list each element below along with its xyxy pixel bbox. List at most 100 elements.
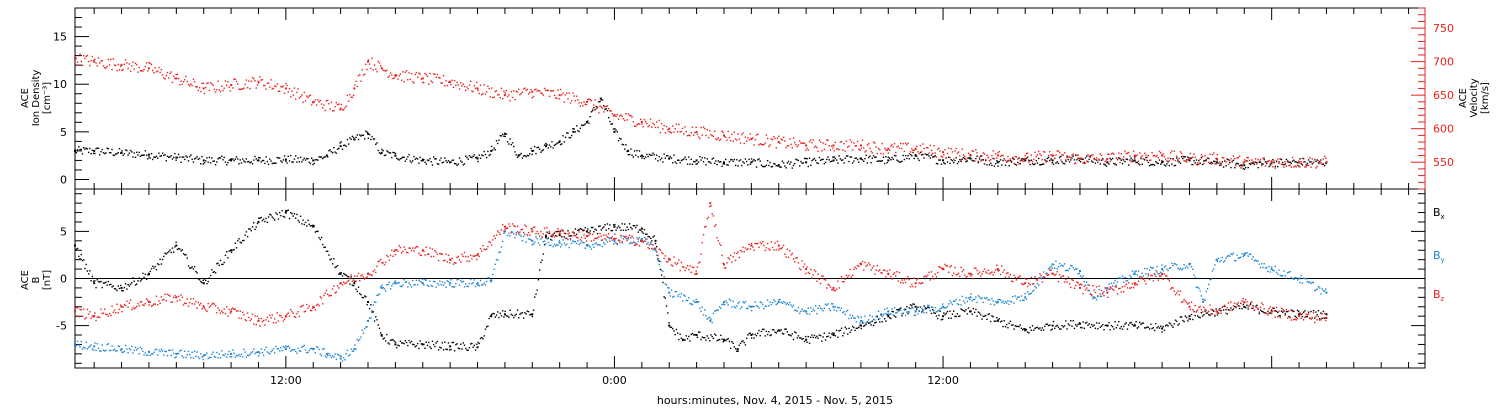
trace-dot: [132, 277, 134, 279]
trace-dot: [747, 164, 749, 166]
trace-dot: [184, 350, 186, 353]
trace-dot: [105, 281, 107, 284]
trace-dot: [1009, 300, 1012, 302]
trace-dot: [1169, 157, 1172, 160]
trace-dot: [170, 71, 172, 73]
trace-dot: [87, 346, 90, 349]
trace-dot: [354, 344, 356, 346]
trace-dot: [1007, 160, 1009, 162]
trace-dot: [1188, 157, 1190, 159]
trace-dot: [333, 285, 335, 287]
trace-dot: [81, 348, 84, 350]
trace-dot: [702, 126, 705, 128]
trace-dot: [338, 273, 340, 275]
trace-dot: [712, 312, 715, 315]
trace-dot: [943, 307, 945, 309]
trace-dot: [706, 318, 708, 320]
trace-dot: [1095, 322, 1098, 324]
trace-dot: [477, 284, 479, 286]
trace-dot: [900, 309, 902, 311]
trace-dot: [1111, 157, 1114, 160]
trace-dot: [548, 232, 551, 234]
trace-dot: [642, 232, 644, 234]
trace-dot: [254, 80, 256, 82]
trace-dot: [444, 282, 446, 284]
trace-dot: [126, 149, 128, 152]
trace-dot: [722, 303, 724, 305]
trace-dot: [225, 306, 228, 308]
bottom-panel-frame: [74, 188, 1426, 369]
trace-dot: [520, 235, 522, 238]
trace-dot: [218, 353, 220, 355]
trace-dot: [802, 337, 805, 340]
trace-dot: [695, 298, 697, 301]
trace-dot: [1252, 161, 1254, 163]
trace-dot: [1088, 158, 1090, 161]
trace-dot: [187, 160, 190, 162]
trace-dot: [393, 152, 395, 154]
trace-dot: [1008, 303, 1010, 306]
trace-dot: [1007, 155, 1009, 158]
trace-dot: [335, 291, 338, 293]
trace-dot: [580, 124, 583, 126]
trace-dot: [352, 279, 355, 281]
trace-dot: [710, 162, 712, 164]
trace-dot: [1265, 160, 1268, 163]
trace-dot: [121, 289, 123, 292]
trace-dot: [445, 159, 447, 162]
trace-dot: [754, 301, 757, 303]
trace-dot: [409, 342, 411, 344]
trace-dot: [460, 279, 462, 282]
trace-dot: [556, 244, 558, 246]
data-point: [613, 225, 616, 228]
data-point: [722, 263, 725, 266]
trace-dot: [1066, 269, 1068, 271]
trace-dot: [400, 342, 403, 344]
trace-dot: [382, 338, 384, 340]
trace-dot: [251, 313, 254, 315]
trace-dot: [874, 319, 876, 321]
trace-dot: [513, 225, 515, 227]
trace-dot: [761, 303, 764, 306]
trace-dot: [930, 154, 933, 156]
trace-dot: [177, 77, 180, 80]
trace-dot: [143, 68, 145, 71]
data-point: [175, 244, 178, 247]
trace-dot: [1105, 324, 1108, 327]
trace-dot: [892, 311, 895, 313]
trace-dot: [367, 301, 370, 303]
trace-dot: [803, 157, 806, 160]
trace-dot: [1116, 324, 1119, 326]
trace-dot: [983, 163, 986, 165]
trace-dot: [473, 344, 476, 347]
trace-dot: [1047, 324, 1050, 327]
trace-dot: [1318, 317, 1321, 320]
trace-dot: [956, 303, 959, 305]
trace-dot: [1035, 160, 1037, 162]
trace-dot: [635, 242, 637, 244]
trace-dot: [1187, 156, 1189, 158]
trace-dot: [973, 298, 976, 301]
trace-dot: [952, 310, 955, 312]
trace-dot: [330, 151, 333, 153]
trace-dot: [803, 142, 806, 145]
trace-dot: [780, 329, 782, 331]
trace-dot: [430, 347, 432, 350]
trace-dot: [1229, 161, 1231, 164]
data-point: [668, 291, 671, 294]
trace-dot: [1111, 152, 1114, 154]
trace-dot: [1076, 154, 1078, 157]
trace-dot: [1251, 258, 1253, 260]
trace-dot: [201, 155, 203, 158]
trace-dot: [1226, 158, 1228, 160]
trace-dot: [322, 303, 324, 305]
trace-dot: [1097, 161, 1099, 163]
trace-dot: [957, 151, 960, 153]
trace-dot: [1187, 159, 1189, 161]
trace-dot: [383, 154, 386, 157]
trace-dot: [1014, 325, 1017, 327]
trace-dot: [786, 162, 789, 164]
trace-dot: [840, 327, 843, 329]
trace-dot: [312, 347, 314, 350]
trace-dot: [466, 285, 468, 288]
